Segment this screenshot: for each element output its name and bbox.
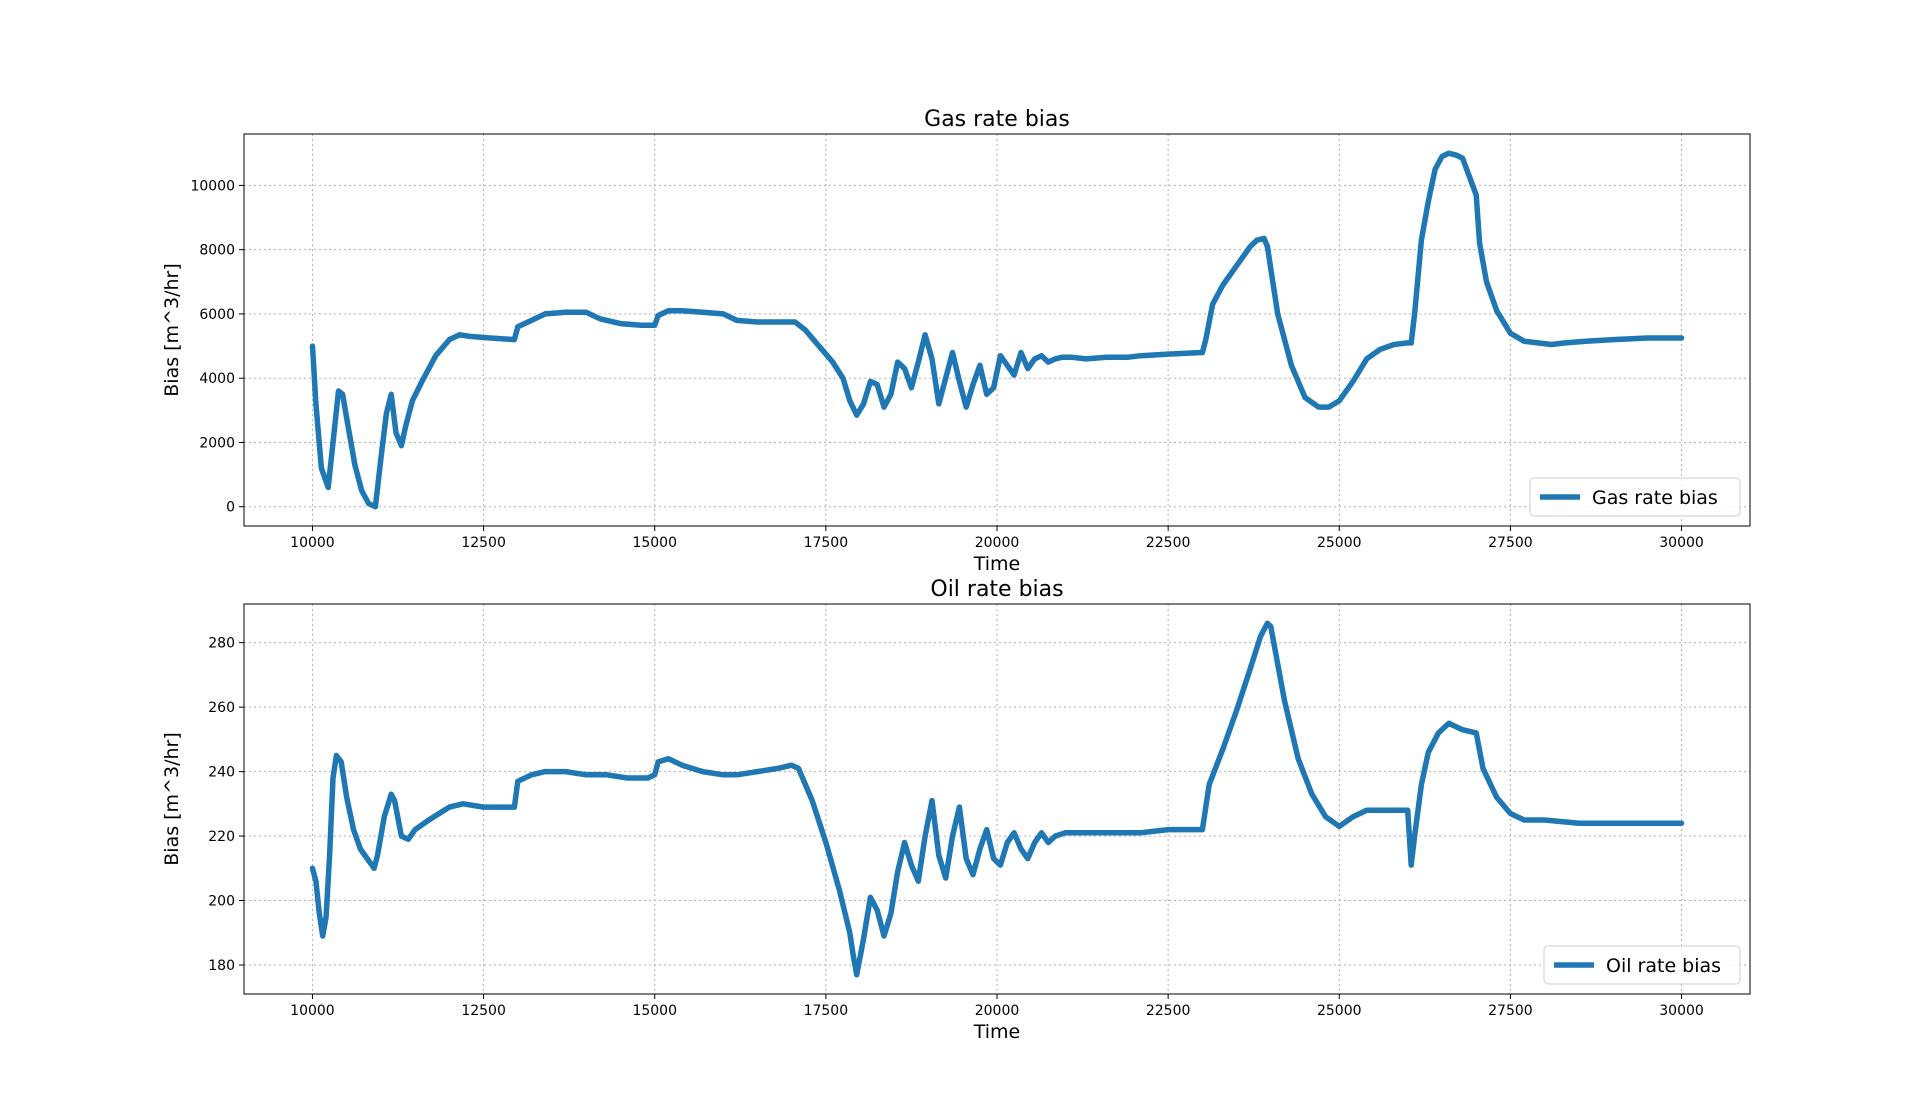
x-tick-label: 15000 xyxy=(632,535,677,551)
x-tick-label: 17500 xyxy=(804,1003,849,1019)
y-tick-label: 8000 xyxy=(199,243,235,259)
x-axis-label: Time xyxy=(973,553,1021,575)
y-tick-label: 280 xyxy=(208,636,235,652)
x-tick-label: 12500 xyxy=(461,1003,506,1019)
x-tick-label: 20000 xyxy=(975,1003,1020,1019)
x-tick-label: 17500 xyxy=(804,535,849,551)
legend-label: Gas rate bias xyxy=(1592,487,1718,509)
y-tick-label: 2000 xyxy=(199,435,235,451)
series-line xyxy=(309,620,1685,978)
y-tick-label: 220 xyxy=(208,829,235,845)
x-tick-label: 22500 xyxy=(1146,1003,1191,1019)
x-tick-label: 10000 xyxy=(290,535,335,551)
x-tick-label: 22500 xyxy=(1146,535,1191,551)
x-tick-label: 27500 xyxy=(1488,535,1533,551)
x-tick-label: 25000 xyxy=(1317,1003,1362,1019)
x-tick-label: 27500 xyxy=(1488,1003,1533,1019)
x-tick-label: 12500 xyxy=(461,535,506,551)
y-tick-label: 180 xyxy=(208,958,235,974)
legend-box xyxy=(1529,477,1741,517)
y-tick-label: 0 xyxy=(226,500,235,516)
chart-title: Gas rate bias xyxy=(924,107,1070,132)
legend: Oil rate bias xyxy=(1543,945,1741,985)
legend: Gas rate bias xyxy=(1529,477,1741,517)
x-tick-label: 10000 xyxy=(290,1003,335,1019)
legend-box xyxy=(1543,945,1741,985)
y-tick-label: 4000 xyxy=(199,371,235,387)
chart-title: Oil rate bias xyxy=(930,577,1063,602)
legend-label: Oil rate bias xyxy=(1606,955,1721,977)
x-axis-label: Time xyxy=(973,1021,1021,1043)
y-tick-label: 10000 xyxy=(190,178,235,194)
x-tick-label: 20000 xyxy=(975,535,1020,551)
y-axis-label: Bias [m^3/hr] xyxy=(161,263,183,397)
series-line xyxy=(309,150,1685,510)
gas-rate-bias-chart: Gas rate bias Time Bias [m^3/hr] 10000 12… xyxy=(161,107,1751,575)
y-axis-label: Bias [m^3/hr] xyxy=(161,732,183,866)
y-tick-label: 240 xyxy=(208,765,235,781)
x-tick-label: 30000 xyxy=(1659,535,1704,551)
y-tick-label: 260 xyxy=(208,700,235,716)
x-tick-label: 25000 xyxy=(1317,535,1362,551)
x-tick-label: 15000 xyxy=(632,1003,677,1019)
oil-rate-bias-chart: Oil rate bias Time Bias [m^3/hr] 10000 12… xyxy=(161,577,1751,1043)
y-tick-label: 200 xyxy=(208,894,235,910)
x-tick-label: 30000 xyxy=(1659,1003,1704,1019)
y-tick-label: 6000 xyxy=(199,307,235,323)
